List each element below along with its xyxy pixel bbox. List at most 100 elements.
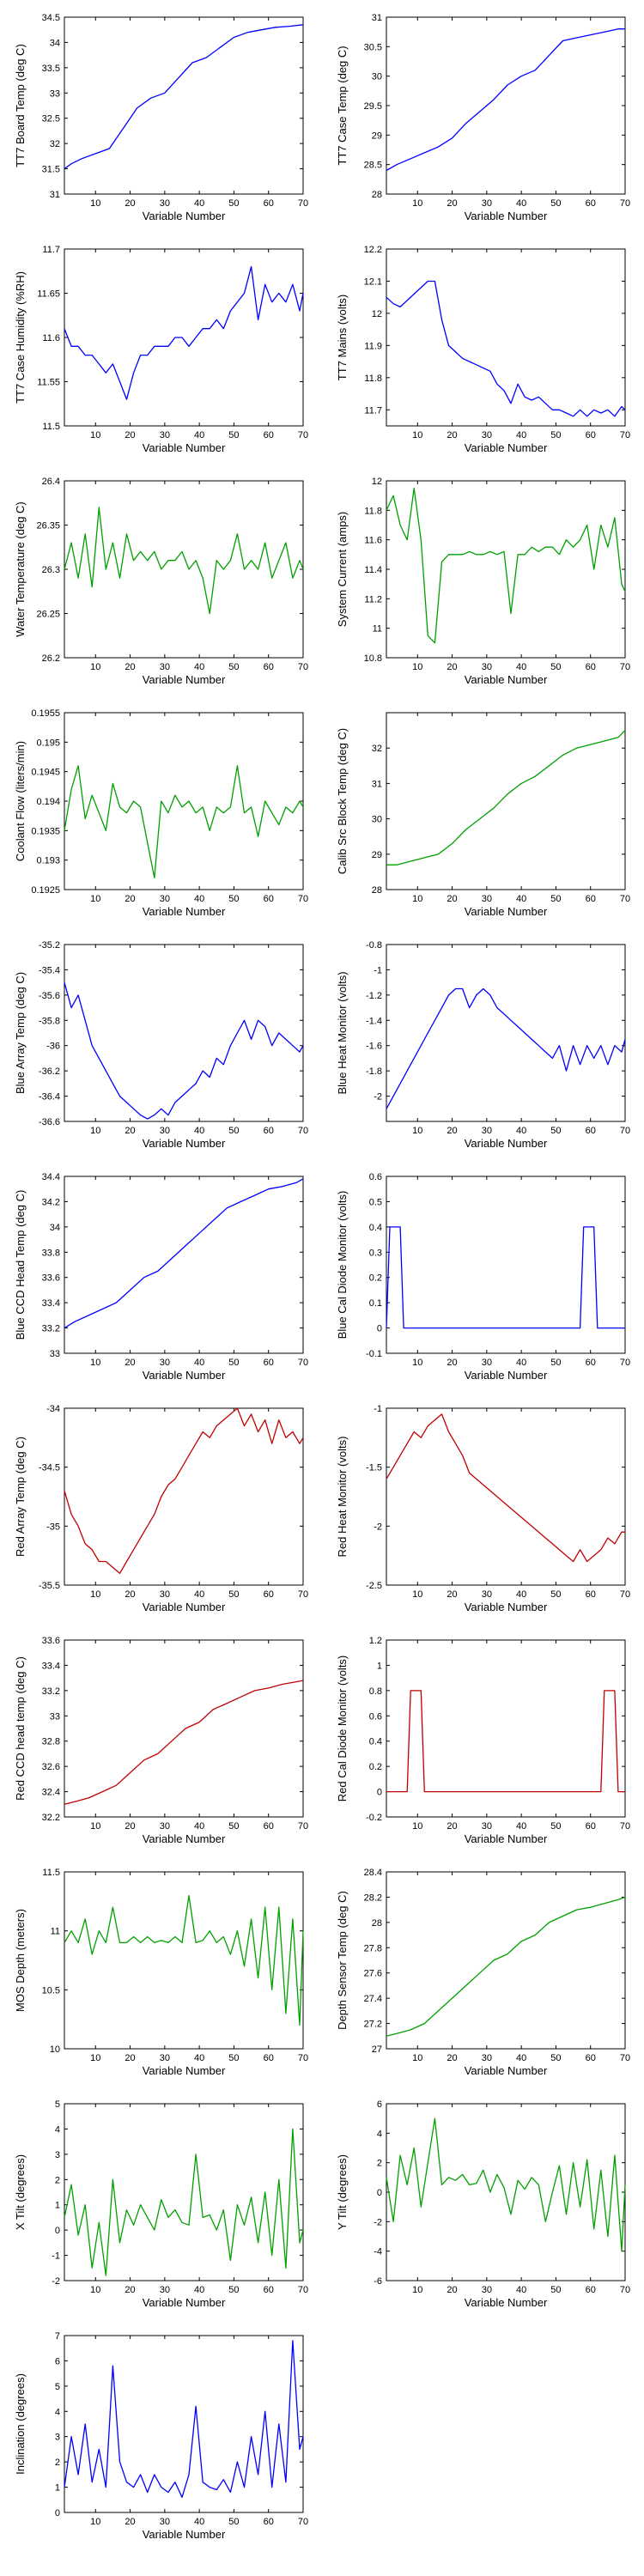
- x-tick-label: 20: [447, 1821, 457, 1832]
- y-tick-label: 34.2: [42, 1197, 60, 1207]
- x-tick-label: 30: [482, 198, 492, 209]
- series-line: [386, 28, 625, 172]
- chart-panel: 10 20 30 40 50 60 70 10.8 11 11.2 11.4 11.6 11.8 12 Va…: [322, 464, 644, 696]
- y-tick-label: 0.2: [369, 1762, 382, 1772]
- y-tick-label: 11.5: [42, 1868, 60, 1878]
- y-tick-label: 27.8: [364, 1943, 382, 1953]
- series-line: [64, 2340, 304, 2498]
- x-tick-label: 10: [90, 430, 100, 440]
- y-tick-label: 11.8: [364, 374, 382, 384]
- line-chart: 10 20 30 40 50 60 70 33 33.2 33.4 33.6 33.8 34 34.2 34…: [14, 1172, 308, 1382]
- x-axis-label: Variable Number: [465, 1601, 548, 1613]
- x-tick-label: 70: [620, 662, 630, 672]
- x-tick-label: 30: [160, 1821, 170, 1832]
- x-axis-label: Variable Number: [465, 1369, 548, 1382]
- chart-panel: 10 20 30 40 50 60 70 10 10.5 11 11.5 Variable Numbe…: [0, 1855, 322, 2087]
- x-tick-label: 60: [586, 1126, 596, 1136]
- y-tick-label: 0: [377, 1788, 382, 1798]
- y-tick-label: -35.6: [39, 991, 60, 1001]
- y-tick-label: 11.55: [37, 378, 60, 388]
- chart-panel: 10 20 30 40 50 60 70 0.1925 0.193 0.1935 0.194 0.19…: [0, 696, 322, 927]
- x-tick-label: 20: [447, 198, 457, 209]
- y-tick-label: 0: [377, 2188, 382, 2198]
- x-tick-label: 60: [264, 662, 274, 672]
- y-axis-label: Coolant Flow (liters/min): [14, 741, 27, 861]
- series-line: [64, 2128, 304, 2276]
- x-tick-label: 50: [228, 662, 239, 672]
- line-chart: 10 20 30 40 50 60 70 0 1 2 3 4 5 6 7 Variable Number Inc…: [14, 2331, 308, 2541]
- y-tick-label: 0.1: [369, 1298, 382, 1309]
- x-tick-label: 50: [228, 1358, 239, 1368]
- y-tick-label: 33.8: [42, 1248, 60, 1258]
- x-tick-label: 20: [447, 430, 457, 440]
- x-tick-label: 50: [228, 894, 239, 904]
- chart-panel: 10 20 30 40 50 60 70 -1 -1.5 -2 -2.5 Variable Numbe…: [322, 1391, 644, 1623]
- x-tick-label: 20: [125, 1358, 135, 1368]
- x-tick-label: 60: [264, 2053, 274, 2063]
- x-tick-label: 50: [550, 2285, 561, 2295]
- x-tick-label: 40: [516, 2285, 526, 2295]
- x-tick-label: 70: [620, 198, 630, 209]
- y-tick-label: -1: [52, 2251, 60, 2262]
- x-tick-label: 20: [447, 662, 457, 672]
- y-tick-label: 11.7: [364, 405, 382, 416]
- y-tick-label: 32.6: [42, 1762, 60, 1772]
- series-line: [386, 730, 626, 866]
- y-tick-label: 6: [55, 2356, 60, 2366]
- y-tick-label: 0: [55, 2226, 60, 2236]
- y-tick-label: 26.2: [42, 653, 60, 664]
- y-axis-label: Water Temperature (deg C): [14, 501, 27, 637]
- x-tick-label: 40: [194, 662, 204, 672]
- y-tick-label: 34.4: [42, 1172, 60, 1182]
- y-axis-label: TT7 Case Temp (deg C): [336, 46, 349, 165]
- y-tick-label: 11.5: [42, 422, 60, 432]
- chart-panel: 10 20 30 40 50 60 70 28 28.5 29 29.5 30 30.5 31 Variab…: [322, 0, 644, 232]
- y-tick-label: 33.2: [42, 1686, 60, 1697]
- x-tick-label: 50: [550, 1126, 561, 1136]
- y-tick-label: 3: [55, 2150, 60, 2160]
- x-axis-label: Variable Number: [143, 2296, 226, 2309]
- y-tick-label: -36.6: [39, 1117, 60, 1127]
- x-tick-label: 50: [550, 198, 561, 209]
- y-tick-label: 33.4: [42, 1661, 60, 1671]
- y-tick-label: 34: [50, 38, 60, 48]
- y-tick-label: 28.2: [364, 1893, 382, 1903]
- y-tick-label: -0.8: [366, 940, 382, 951]
- y-tick-label: 4: [55, 2124, 60, 2135]
- series-line: [64, 507, 304, 615]
- y-axis-label: Blue Heat Monitor (volts): [336, 971, 349, 1094]
- y-axis-label: Red CCD head temp (deg C): [14, 1656, 27, 1801]
- x-tick-label: 70: [298, 430, 308, 440]
- x-tick-label: 50: [228, 198, 239, 209]
- line-chart: 10 20 30 40 50 60 70 28 28.5 29 29.5 30 30.5 31 Variab…: [336, 13, 630, 222]
- y-tick-label: 0.2: [369, 1273, 382, 1284]
- plot-frame: [64, 480, 304, 659]
- y-tick-label: -1.2: [366, 991, 382, 1001]
- y-axis-label: Red Cal Diode Monitor (volts): [336, 1656, 349, 1802]
- y-tick-label: 11.7: [42, 245, 60, 255]
- y-tick-label: 11.6: [42, 333, 60, 343]
- plot-frame: [386, 16, 626, 195]
- x-tick-label: 70: [298, 2285, 308, 2295]
- x-tick-label: 50: [550, 2053, 561, 2063]
- x-tick-label: 50: [550, 894, 561, 904]
- x-tick-label: 10: [90, 1126, 100, 1136]
- x-tick-label: 30: [160, 894, 170, 904]
- line-chart: 10 20 30 40 50 60 70 -0.8 -1 -1.2 -1.4 -1.6 -1.8 -2 Va…: [336, 940, 630, 1150]
- x-tick-label: 30: [160, 1589, 170, 1600]
- y-tick-label: 28: [372, 1918, 382, 1929]
- x-tick-label: 40: [516, 198, 526, 209]
- x-tick-label: 30: [482, 894, 492, 904]
- x-tick-label: 40: [516, 2053, 526, 2063]
- y-tick-label: 26.3: [42, 565, 60, 575]
- y-tick-label: 31: [50, 190, 60, 200]
- x-tick-label: 20: [447, 1589, 457, 1600]
- y-tick-label: 1: [55, 2201, 60, 2211]
- y-tick-label: 0.6: [369, 1172, 382, 1182]
- x-tick-label: 50: [550, 1358, 561, 1368]
- y-tick-label: 32.4: [42, 1788, 60, 1798]
- y-tick-label: 33: [50, 1349, 60, 1359]
- plot-frame: [64, 1176, 304, 1354]
- x-tick-label: 10: [90, 198, 100, 209]
- y-tick-label: 0.194: [36, 797, 60, 807]
